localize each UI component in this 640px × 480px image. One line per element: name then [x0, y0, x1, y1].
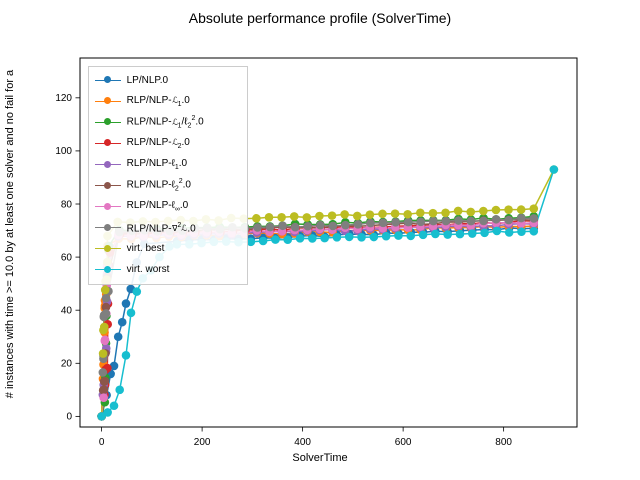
svg-text:20: 20	[61, 359, 73, 370]
svg-text:400: 400	[294, 437, 311, 448]
svg-text:600: 600	[395, 437, 412, 448]
svg-text:800: 800	[495, 437, 512, 448]
svg-text:0: 0	[99, 437, 105, 448]
svg-text:100: 100	[55, 146, 72, 157]
svg-text:60: 60	[61, 252, 73, 263]
svg-text:0: 0	[66, 412, 72, 423]
svg-text:120: 120	[55, 93, 72, 104]
svg-text:40: 40	[61, 305, 73, 316]
svg-text:200: 200	[194, 437, 211, 448]
svg-text:80: 80	[61, 199, 73, 210]
